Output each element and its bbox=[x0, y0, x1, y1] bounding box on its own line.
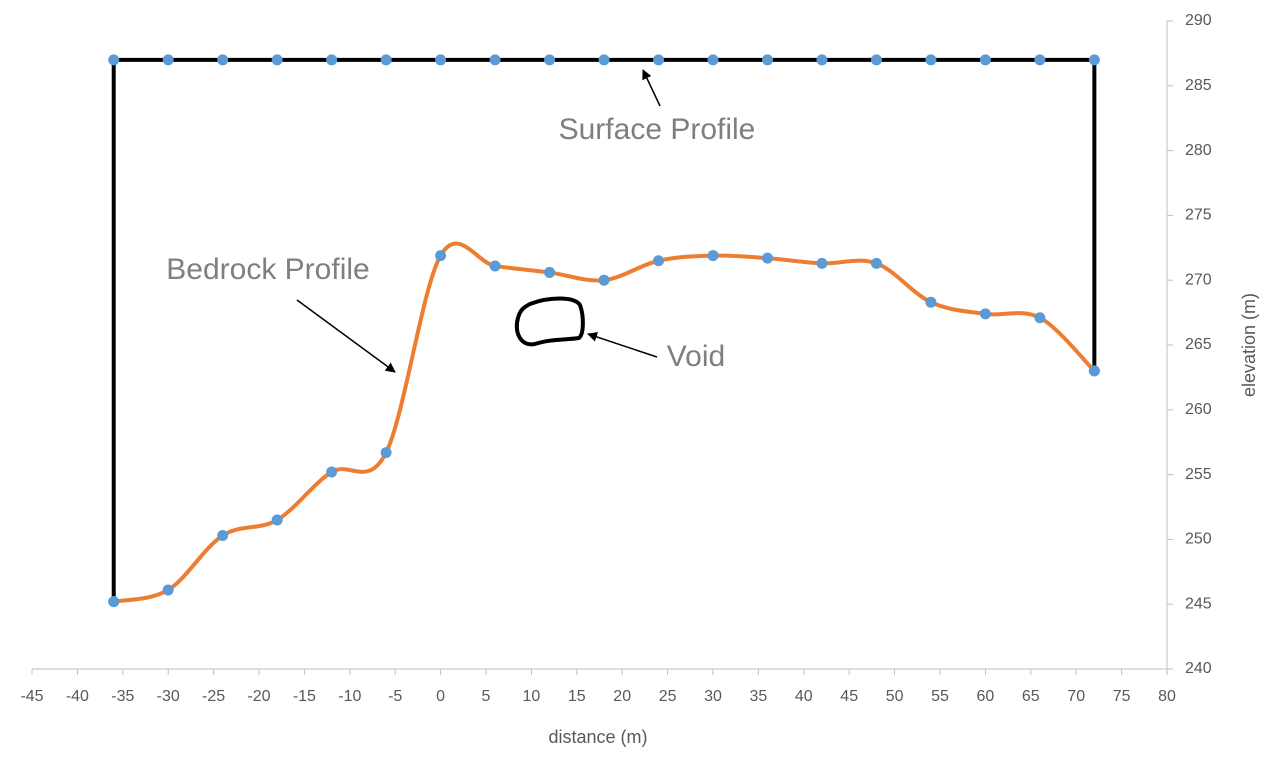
data-point bbox=[1034, 312, 1046, 324]
data-point bbox=[816, 54, 828, 66]
x-tick-label: 0 bbox=[436, 688, 445, 705]
annotation: Void bbox=[667, 340, 725, 373]
data-point bbox=[707, 54, 719, 66]
data-point bbox=[435, 250, 447, 262]
data-point bbox=[271, 514, 283, 526]
data-point bbox=[217, 54, 229, 66]
x-tick-label: 80 bbox=[1158, 688, 1176, 705]
annotation: Surface Profile bbox=[559, 113, 756, 146]
data-point bbox=[761, 54, 773, 66]
x-tick-label: -10 bbox=[338, 688, 361, 705]
x-tick-label: 70 bbox=[1067, 688, 1085, 705]
data-point bbox=[870, 257, 882, 269]
x-tick-label: -15 bbox=[293, 688, 316, 705]
x-tick-label: 65 bbox=[1022, 688, 1040, 705]
x-tick-label: -5 bbox=[388, 688, 402, 705]
y-tick-label: 280 bbox=[1185, 142, 1212, 159]
arrow bbox=[642, 69, 661, 107]
y-tick-label: 240 bbox=[1185, 660, 1212, 677]
x-tick-label: 35 bbox=[750, 688, 768, 705]
data-point bbox=[326, 466, 338, 478]
x-tick-label: 20 bbox=[613, 688, 631, 705]
data-point bbox=[598, 274, 610, 286]
data-point bbox=[653, 255, 665, 267]
y-tick-label: 285 bbox=[1185, 77, 1212, 94]
plot-area: -45 -40 -35 -30 -25 -20 -15 -10 -5 0 5 10 15 20 25 30 35… bbox=[20, 12, 1211, 705]
x-tick-label: -35 bbox=[111, 688, 134, 705]
data-point bbox=[1034, 54, 1046, 66]
x-tick-label: 10 bbox=[523, 688, 541, 705]
y-tick-label: 255 bbox=[1185, 466, 1212, 483]
arrow bbox=[587, 332, 658, 358]
data-point bbox=[1088, 54, 1100, 66]
x-tick-label: 5 bbox=[482, 688, 491, 705]
data-point bbox=[925, 296, 937, 308]
x-tick-label: -45 bbox=[20, 688, 43, 705]
y-tick-label: 290 bbox=[1185, 12, 1212, 29]
y-tick-label: 270 bbox=[1185, 271, 1212, 288]
data-point bbox=[979, 54, 991, 66]
y-tick-label: 260 bbox=[1185, 401, 1212, 418]
data-point bbox=[380, 54, 392, 66]
x-tick-label: -40 bbox=[66, 688, 89, 705]
data-point bbox=[217, 530, 229, 542]
data-point bbox=[870, 54, 882, 66]
annotation: Bedrock Profile bbox=[166, 253, 369, 286]
data-point bbox=[380, 447, 392, 459]
data-point bbox=[1088, 365, 1100, 377]
x-tick-label: 30 bbox=[704, 688, 722, 705]
x-tick-label: 60 bbox=[977, 688, 995, 705]
data-point bbox=[925, 54, 937, 66]
data-point bbox=[979, 308, 991, 320]
x-tick-label: 15 bbox=[568, 688, 586, 705]
data-point bbox=[435, 54, 447, 66]
data-point bbox=[544, 54, 556, 66]
y-tick-label: 275 bbox=[1185, 207, 1212, 224]
x-tick-label: 75 bbox=[1113, 688, 1131, 705]
data-point bbox=[816, 257, 828, 269]
y-tick-label: 265 bbox=[1185, 336, 1212, 353]
y-tick-label: 245 bbox=[1185, 595, 1212, 612]
x-tick-label: -30 bbox=[157, 688, 180, 705]
data-point bbox=[162, 584, 174, 596]
data-point bbox=[761, 252, 773, 264]
void-shape bbox=[514, 296, 585, 347]
data-point bbox=[489, 54, 501, 66]
data-point bbox=[489, 260, 501, 272]
data-point bbox=[598, 54, 610, 66]
data-point bbox=[108, 54, 120, 66]
data-point bbox=[108, 596, 120, 608]
x-tick-label: 50 bbox=[886, 688, 904, 705]
x-tick-label: 25 bbox=[659, 688, 677, 705]
data-point bbox=[162, 54, 174, 66]
x-tick-label: 40 bbox=[795, 688, 813, 705]
x-tick-label: 55 bbox=[931, 688, 949, 705]
y-tick-label: 250 bbox=[1185, 531, 1212, 548]
x-tick-label: -25 bbox=[202, 688, 225, 705]
x-tick-label: 45 bbox=[840, 688, 858, 705]
series-line bbox=[113, 241, 1096, 604]
data-point bbox=[707, 250, 719, 262]
arrow bbox=[296, 299, 396, 373]
data-point bbox=[271, 54, 283, 66]
y-axis-label: elevation (m) bbox=[1239, 293, 1259, 397]
data-point bbox=[653, 54, 665, 66]
data-point bbox=[326, 54, 338, 66]
data-point bbox=[544, 266, 556, 278]
x-tick-label: -20 bbox=[247, 688, 270, 705]
x-axis-label: distance (m) bbox=[548, 727, 647, 747]
